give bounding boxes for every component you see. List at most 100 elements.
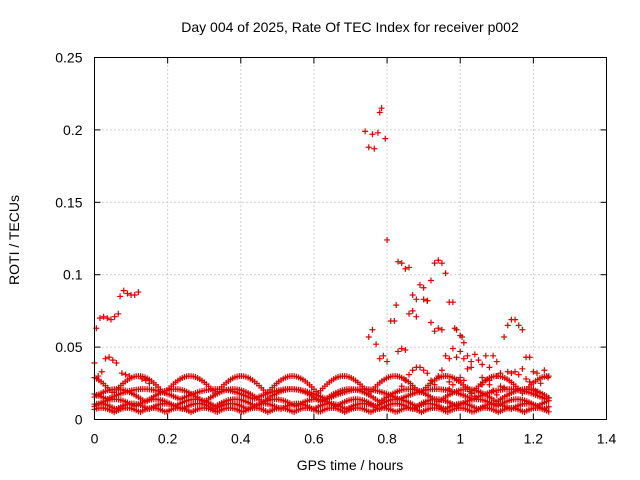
data-point: [384, 358, 391, 365]
x-tick-label: 0.2: [158, 431, 178, 447]
data-point: [486, 381, 493, 388]
data-point: [406, 310, 413, 317]
data-point: [416, 364, 423, 371]
data-point: [471, 351, 478, 358]
data-point: [373, 341, 380, 348]
y-tick-label: 0.25: [55, 50, 82, 66]
data-point: [449, 299, 456, 306]
data-point: [117, 293, 124, 300]
data-point: [438, 260, 445, 267]
data-point: [107, 316, 114, 323]
data-point: [493, 358, 500, 365]
data-point: [420, 367, 427, 374]
x-tick-label: 0.6: [304, 431, 324, 447]
data-point: [427, 277, 434, 284]
data-point: [413, 313, 420, 320]
data-point: [106, 354, 113, 361]
data-point: [534, 370, 541, 377]
data-point: [449, 345, 456, 352]
data-point: [464, 352, 471, 359]
data-point: [504, 368, 511, 375]
data-point: [493, 391, 500, 398]
data-point-band: [545, 403, 552, 410]
y-tick-label: 0.2: [63, 122, 83, 138]
data-point: [475, 357, 482, 364]
data-points: [91, 105, 552, 416]
x-tick-label: 1: [456, 431, 464, 447]
data-point: [109, 357, 116, 364]
data-point: [406, 371, 413, 378]
data-point: [96, 315, 103, 322]
plot-frame: [94, 57, 607, 420]
data-point: [122, 371, 129, 378]
y-tick-label: 0.05: [55, 339, 82, 355]
data-point: [457, 348, 464, 355]
data-point: [409, 367, 416, 374]
data-point: [371, 145, 378, 152]
data-point: [120, 287, 127, 294]
data-point: [413, 296, 420, 303]
data-point: [508, 370, 515, 377]
tick-labels: 0 0.2 0.4 0.6 0.8 1 1.2 1.4 0 0.05 0.1 0.15 0.2 0.25: [55, 50, 616, 447]
data-point: [427, 319, 434, 326]
data-point: [468, 364, 475, 371]
data-point: [113, 360, 120, 367]
data-point: [424, 297, 431, 304]
data-point: [104, 315, 111, 322]
data-point: [453, 326, 460, 333]
data-point: [402, 265, 409, 272]
y-tick-label: 0.15: [55, 194, 82, 210]
data-point: [391, 318, 398, 325]
y-tick-label: 0: [75, 412, 83, 428]
data-point: [369, 326, 376, 333]
data-point: [365, 333, 372, 340]
data-point: [490, 352, 497, 359]
x-tick-label: 0.4: [231, 431, 251, 447]
data-point: [382, 135, 389, 142]
data-point: [402, 346, 409, 353]
data-point-band: [545, 395, 552, 402]
data-point: [501, 333, 508, 340]
data-point: [435, 257, 442, 264]
data-point: [442, 270, 449, 277]
data-point: [512, 316, 519, 323]
data-point: [442, 352, 449, 359]
data-point: [479, 361, 486, 368]
data-point: [446, 378, 453, 385]
data-point: [464, 365, 471, 372]
data-point: [446, 355, 453, 362]
chart-title: Day 004 of 2025, Rate Of TEC Index for r…: [181, 19, 519, 35]
x-tick-label: 1.2: [524, 431, 544, 447]
data-point: [519, 365, 526, 372]
x-tick-label: 0: [91, 431, 99, 447]
data-point: [420, 284, 427, 291]
data-point: [98, 368, 105, 375]
data-point: [459, 333, 466, 340]
data-point: [438, 367, 445, 374]
data-point: [468, 358, 475, 365]
data-point: [409, 307, 416, 314]
data-point: [424, 370, 431, 377]
x-axis-label: GPS time / hours: [297, 457, 404, 473]
data-point: [515, 371, 522, 378]
data-point: [111, 313, 118, 320]
data-point: [395, 348, 402, 355]
y-axis-label: ROTI / TECUs: [6, 195, 22, 285]
data-point: [438, 326, 445, 333]
data-point: [124, 290, 131, 297]
data-point: [398, 345, 405, 352]
data-point: [409, 291, 416, 298]
data-point: [457, 374, 464, 381]
data-point: [431, 260, 438, 267]
data-point: [115, 310, 122, 317]
data-point: [486, 364, 493, 371]
data-point: [118, 370, 125, 377]
data-point-band: [545, 408, 552, 415]
data-point: [523, 375, 530, 382]
data-point: [431, 328, 438, 335]
data-point: [519, 326, 526, 333]
data-point: [541, 367, 548, 374]
data-point: [526, 354, 533, 361]
data-point: [102, 355, 109, 362]
